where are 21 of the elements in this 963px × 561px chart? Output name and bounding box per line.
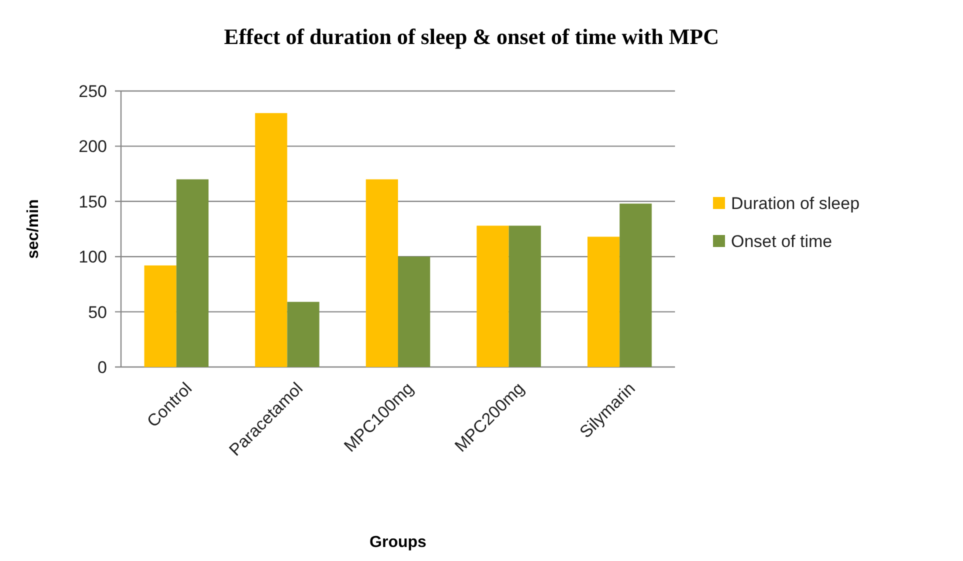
y-tick-label: 200: [78, 137, 107, 156]
legend-label: Onset of time: [731, 232, 832, 251]
x-axis-title: Groups: [370, 534, 427, 551]
bar: [587, 236, 620, 367]
y-tick-label: 0: [98, 358, 107, 377]
bar: [398, 256, 430, 367]
bar: [255, 113, 288, 367]
y-tick-label: 50: [88, 302, 107, 322]
bar: [287, 302, 320, 367]
bar: [508, 226, 541, 367]
y-tick-label: 150: [78, 192, 107, 212]
bar: [144, 265, 176, 367]
bar: [366, 179, 398, 367]
legend-label: Duration of sleep: [731, 194, 860, 213]
bar: [176, 179, 209, 367]
bar: [476, 226, 509, 367]
chart-title: Effect of duration of sleep & onset of time with MPC: [224, 24, 719, 49]
y-tick-label: 100: [78, 248, 107, 267]
bar: [620, 204, 652, 367]
y-tick-label: 250: [78, 82, 107, 101]
y-axis-title: sec/min: [25, 199, 42, 259]
